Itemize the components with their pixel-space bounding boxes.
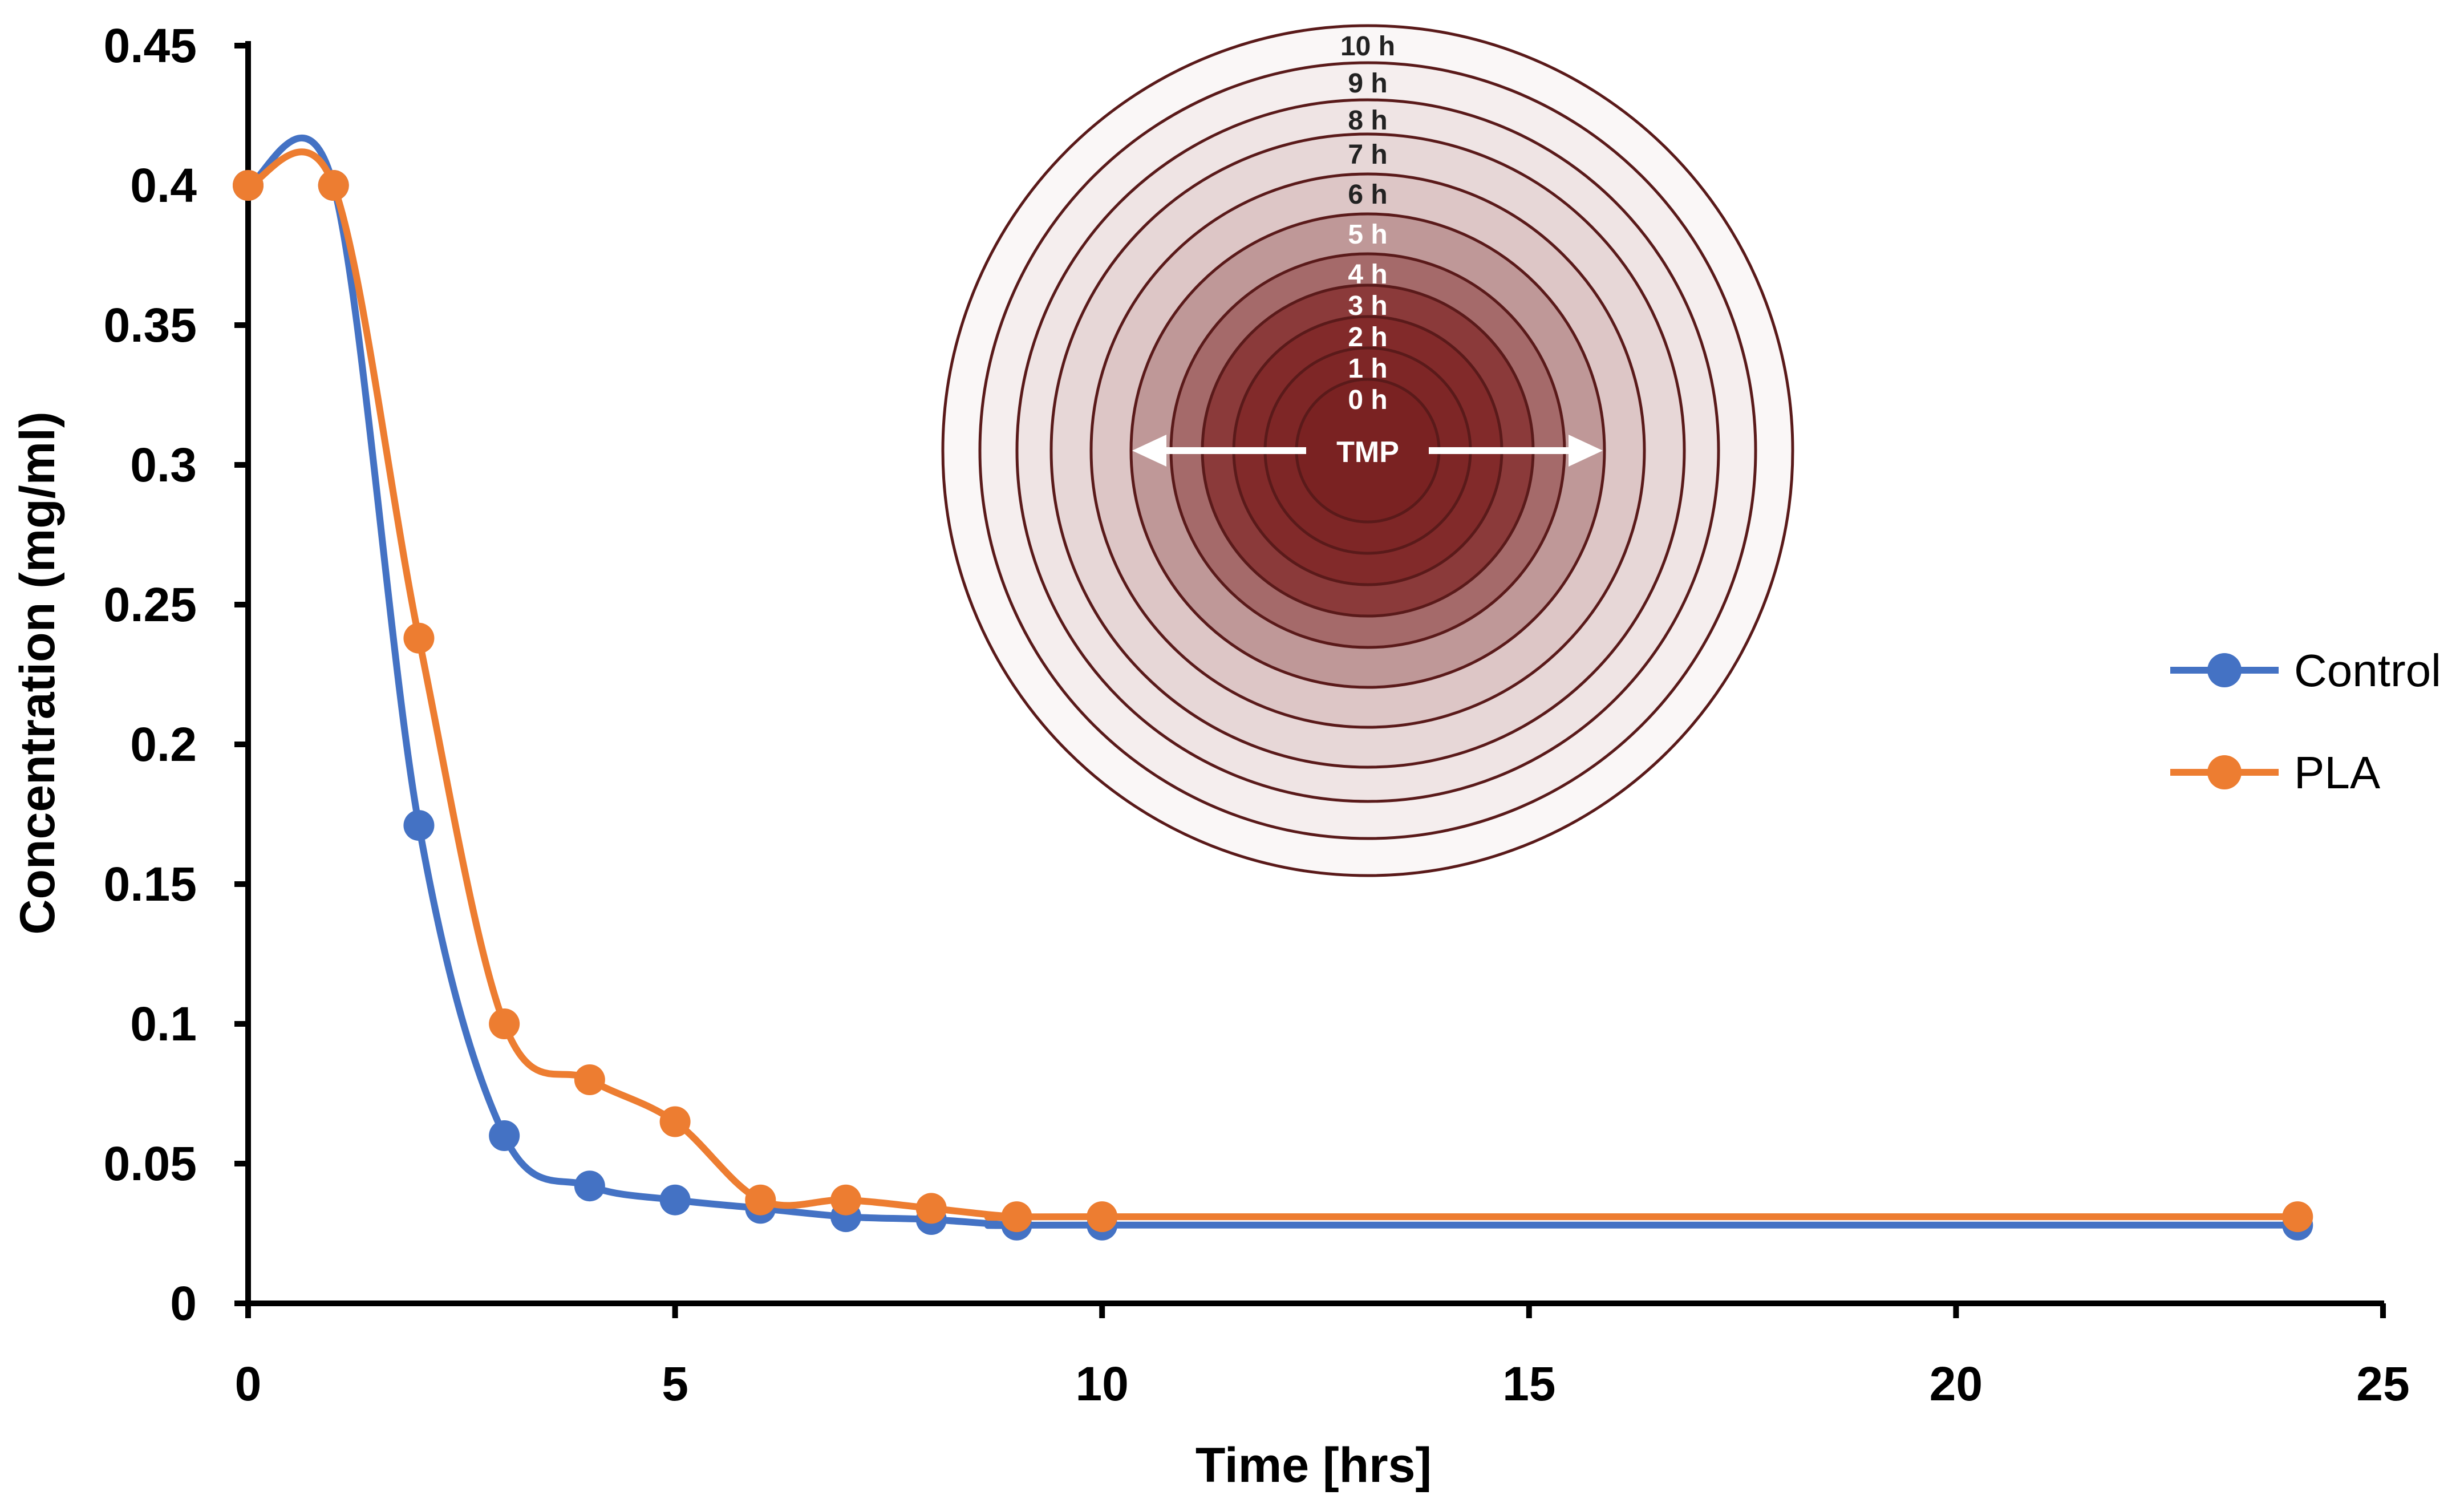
y-tick-label: 0.35 bbox=[104, 298, 197, 352]
data-point-control bbox=[574, 1170, 605, 1202]
ring-label: 8 h bbox=[1348, 106, 1387, 136]
y-tick-label: 0.15 bbox=[104, 857, 197, 911]
data-point-pla bbox=[915, 1193, 947, 1224]
x-tick-label: 5 bbox=[662, 1357, 688, 1411]
ring-label: 0 h bbox=[1348, 385, 1387, 415]
y-tick-label: 0.4 bbox=[130, 159, 197, 212]
ring-label: 4 h bbox=[1348, 260, 1387, 290]
data-point-control bbox=[403, 810, 435, 841]
inset-center-label: TMP bbox=[1336, 436, 1399, 469]
ring-label: 1 h bbox=[1348, 354, 1387, 384]
data-point-pla bbox=[1087, 1201, 1118, 1233]
y-axis-title: Concentration (mg/ml) bbox=[10, 411, 65, 934]
series-line-control bbox=[247, 134, 2298, 1229]
x-tick-label: 20 bbox=[1930, 1357, 1983, 1411]
ring-label: 2 h bbox=[1348, 322, 1387, 353]
x-tick-label: 10 bbox=[1075, 1357, 1128, 1411]
x-tick-label: 25 bbox=[2356, 1357, 2409, 1411]
y-tick-label: 0.1 bbox=[130, 997, 197, 1051]
data-point-pla bbox=[2282, 1201, 2313, 1233]
data-point-pla bbox=[318, 170, 349, 201]
data-point-pla bbox=[1001, 1201, 1032, 1233]
legend-label-pla: PLA bbox=[2294, 747, 2381, 798]
ring-label: 6 h bbox=[1348, 180, 1387, 210]
ring-label: 5 h bbox=[1348, 220, 1387, 250]
series-line-pla bbox=[247, 148, 2298, 1221]
ring-label: 9 h bbox=[1348, 68, 1387, 99]
x-tick-label: 0 bbox=[235, 1357, 262, 1411]
data-point-pla bbox=[574, 1064, 605, 1095]
y-tick-label: 0 bbox=[170, 1277, 197, 1330]
legend: Control PLA bbox=[2170, 645, 2441, 798]
data-point-pla bbox=[745, 1184, 776, 1216]
y-tick-label: 0.25 bbox=[104, 578, 197, 631]
ring-label: 10 h bbox=[1340, 31, 1395, 62]
x-axis-title: Time [hrs] bbox=[1195, 1438, 1432, 1493]
y-tick-label: 0.45 bbox=[104, 19, 197, 72]
ring-label: 3 h bbox=[1348, 291, 1387, 321]
data-point-pla bbox=[233, 170, 264, 201]
x-tick-label: 15 bbox=[1502, 1357, 1555, 1411]
data-point-pla bbox=[403, 622, 435, 654]
data-point-control bbox=[489, 1120, 520, 1151]
data-point-pla bbox=[489, 1008, 520, 1039]
data-point-control bbox=[659, 1184, 691, 1216]
y-tick-label: 0.3 bbox=[130, 438, 197, 492]
diffusion-inset: 0 h1 h2 h3 h4 h 5 h 6 h 7 h 8 h 9 h 10 h TMP bbox=[941, 24, 1794, 877]
arrow-head-left bbox=[1132, 435, 1166, 467]
ring-label: 7 h bbox=[1348, 140, 1387, 170]
data-point-pla bbox=[659, 1106, 691, 1137]
y-tick-label: 0.05 bbox=[104, 1137, 197, 1190]
data-point-pla bbox=[830, 1184, 862, 1216]
series-group bbox=[233, 134, 2313, 1241]
legend-marker-control bbox=[2207, 653, 2242, 687]
legend-marker-pla bbox=[2207, 755, 2242, 789]
axes: 0 0.05 0.1 0.15 0.2 0.25 0.3 0.35 0.4 0.45 0 5 10 15 2… bbox=[104, 19, 2410, 1411]
y-tick-label: 0.2 bbox=[130, 718, 197, 771]
legend-label-control: Control bbox=[2294, 645, 2441, 696]
arrow-head-right bbox=[1569, 435, 1603, 467]
